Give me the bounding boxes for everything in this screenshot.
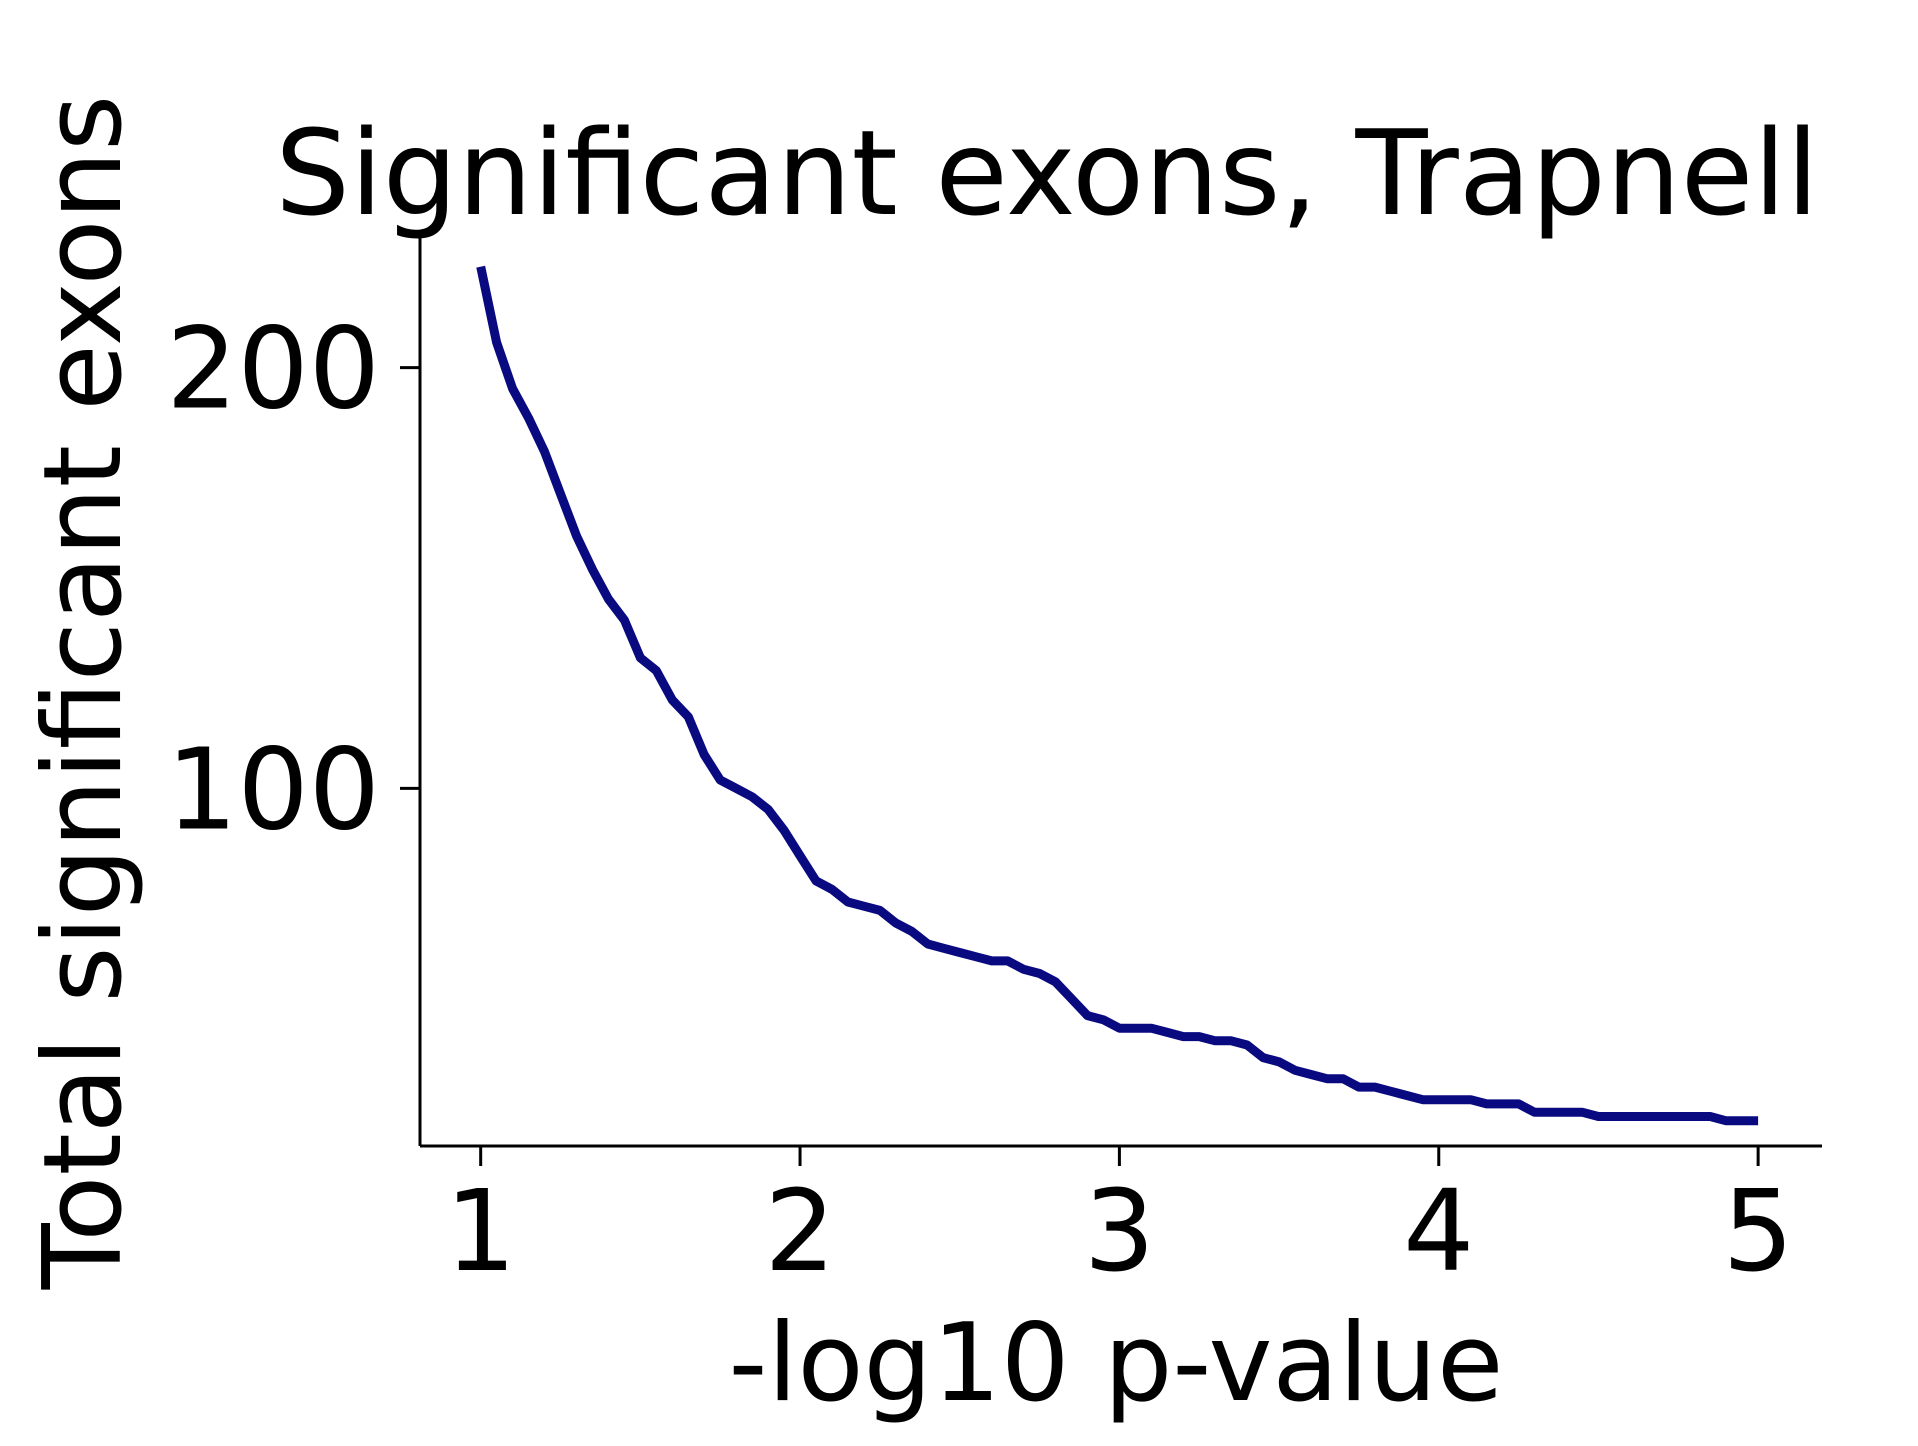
y-axis-label: Total significant exons bbox=[21, 95, 146, 1291]
x-tick-label: 4 bbox=[1403, 1167, 1474, 1297]
x-axis-label: -log10 p-value bbox=[729, 1301, 1504, 1426]
x-tick-label: 5 bbox=[1722, 1167, 1793, 1297]
x-axis-ticks: 1 2 3 4 5 bbox=[445, 1146, 1794, 1297]
chart-title: Significant exons, Trapnell bbox=[275, 104, 1819, 242]
series-line bbox=[476, 265, 1759, 1126]
x-tick-label: 3 bbox=[1084, 1167, 1155, 1297]
y-tick-label: 100 bbox=[166, 725, 380, 855]
x-tick-label: 1 bbox=[445, 1167, 516, 1297]
y-tick-label: 200 bbox=[166, 305, 380, 435]
y-axis-ticks: 100 200 bbox=[166, 305, 420, 855]
x-tick-label: 2 bbox=[764, 1167, 835, 1297]
